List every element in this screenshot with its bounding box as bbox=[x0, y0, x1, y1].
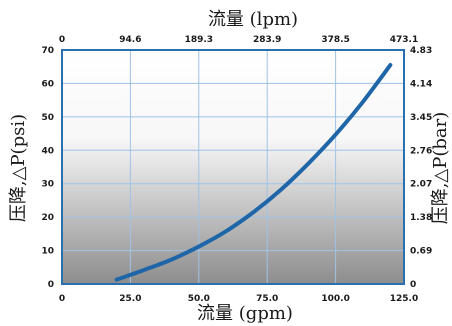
x-top-tick-label: 283.9 bbox=[253, 35, 281, 45]
y-right-tick-label: 4.83 bbox=[410, 46, 432, 56]
x-bottom-axis-title: 流量 (gpm) bbox=[197, 303, 293, 324]
x-top-axis-title: 流量 (lpm) bbox=[208, 9, 298, 30]
y-right-tick-label: 2.07 bbox=[410, 180, 432, 190]
y-left-tick-label: 0 bbox=[48, 280, 54, 290]
y-right-tick-label: 4.14 bbox=[410, 79, 432, 89]
x-bottom-ticks: 0 25.0 50.0 75.0 100.0 125.0 bbox=[59, 294, 418, 304]
x-top-tick-label: 189.3 bbox=[185, 35, 213, 45]
y-left-tick-label: 20 bbox=[41, 213, 54, 223]
y-left-tick-label: 70 bbox=[41, 46, 54, 56]
y-right-tick-label: 0.69 bbox=[410, 247, 432, 257]
x-bottom-tick-label: 25.0 bbox=[119, 294, 141, 304]
x-top-tick-label: 378.5 bbox=[321, 35, 349, 45]
x-bottom-tick-label: 50.0 bbox=[188, 294, 210, 304]
y-left-tick-label: 10 bbox=[41, 247, 54, 257]
y-left-tick-label: 40 bbox=[41, 146, 54, 156]
x-top-tick-label: 94.6 bbox=[119, 35, 141, 45]
x-top-tick-label: 473.1 bbox=[390, 35, 418, 45]
plot-area bbox=[62, 50, 404, 284]
grid bbox=[62, 50, 404, 284]
x-bottom-tick-label: 100.0 bbox=[321, 294, 349, 304]
y-right-tick-label: 1.38 bbox=[410, 213, 432, 223]
y-right-tick-label: 3.45 bbox=[410, 113, 432, 123]
y-right-axis-title: 压降,△P(bar) bbox=[430, 112, 451, 225]
y-left-tick-label: 30 bbox=[41, 180, 54, 190]
x-bottom-tick-label: 0 bbox=[59, 294, 65, 304]
series-layer bbox=[114, 63, 393, 282]
plot-frame bbox=[61, 49, 405, 285]
y-right-ticks: 0 0.69 1.38 2.07 2.76 3.45 4.14 4.83 bbox=[410, 46, 432, 290]
y-left-axis-title: 压降,△P(psi) bbox=[8, 114, 29, 222]
x-bottom-tick-label: 75.0 bbox=[256, 294, 278, 304]
y-right-tick-label: 0 bbox=[410, 280, 416, 290]
y-right-tick-label: 2.76 bbox=[410, 146, 432, 156]
x-bottom-tick-label: 125.0 bbox=[390, 294, 418, 304]
x-top-ticks: 0 94.6 189.3 283.9 378.5 473.1 bbox=[59, 35, 418, 45]
y-left-tick-label: 50 bbox=[41, 113, 54, 123]
series-line bbox=[114, 63, 393, 282]
y-left-ticks: 0 10 20 30 40 50 60 70 bbox=[41, 46, 54, 290]
y-left-tick-label: 60 bbox=[41, 79, 54, 89]
x-top-tick-label: 0 bbox=[59, 35, 65, 45]
